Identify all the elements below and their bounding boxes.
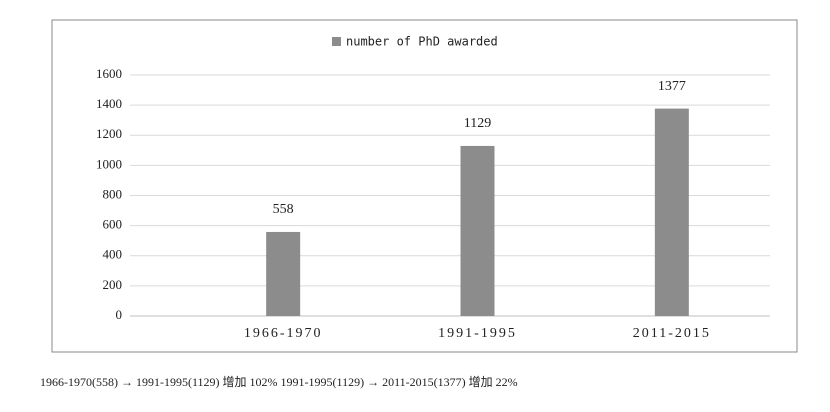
y-tick-label: 1600 [96,66,122,81]
footer-note: 1966-1970(558) → 1991-1995(1129) 增加 102%… [40,375,518,389]
y-tick-label: 1400 [96,96,122,111]
legend-label: number of PhD awarded [346,35,498,49]
bar [266,231,301,316]
y-tick-label: 800 [103,186,123,201]
y-tick-label: 600 [103,217,123,232]
y-tick-label: 200 [103,277,123,292]
y-tick-label: 400 [103,247,123,262]
x-tick-label: 2011-2015 [633,326,711,341]
data-label: 1377 [658,79,686,94]
y-tick-label: 1000 [96,156,122,171]
bar [460,145,495,316]
data-label: 558 [273,202,294,217]
y-tick-label: 0 [116,307,123,322]
x-tick-label: 1966-1970 [244,326,323,341]
legend-swatch [332,37,341,46]
y-tick-label: 1200 [96,126,122,141]
x-tick-label: 1991-1995 [438,326,517,341]
bar [654,108,689,316]
chart-frame [51,19,798,353]
data-label: 1129 [464,116,491,131]
